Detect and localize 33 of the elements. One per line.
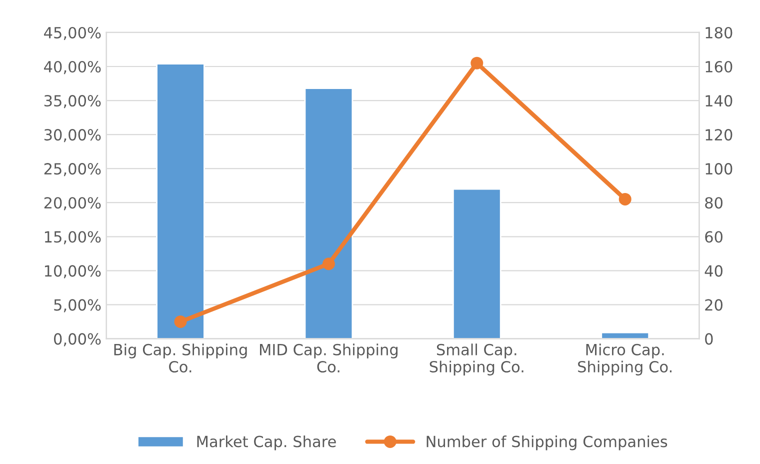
y-tick-label: 45,00% <box>44 26 101 40</box>
y2-tick-label: 80 <box>705 197 722 209</box>
y2-tick-label: 20 <box>705 299 722 311</box>
legend-label: Market Cap. Share <box>197 435 336 450</box>
y-tick-label: 10,00% <box>44 265 101 278</box>
y2-tick-label: 140 <box>706 95 732 107</box>
x-tick-label: MID Cap. Shipping Co. <box>260 344 398 373</box>
y2-tick-label: 60 <box>705 231 722 243</box>
x-tick-label: Micro Cap. Shipping Co. <box>578 344 672 376</box>
y-tick-label: 35,00% <box>44 95 101 108</box>
bar <box>452 188 502 339</box>
y-tick-label: 40,00% <box>44 60 101 74</box>
point <box>470 56 484 70</box>
y2-tick-label: 40 <box>704 265 722 277</box>
legend-label: Number of Shipping Companies <box>426 435 668 450</box>
y2-tick-label: 0 <box>705 333 713 345</box>
point <box>618 192 632 206</box>
bar <box>156 63 205 339</box>
y-tick-label: 15,00% <box>44 231 101 244</box>
y2-tick-label: 100 <box>706 163 732 175</box>
y-tick-label: 0,00% <box>54 333 101 346</box>
y2-tick-label: 180 <box>706 26 732 38</box>
y2-tick-label: 120 <box>706 129 732 141</box>
point <box>322 258 335 270</box>
x-tick-label: Big Cap. Shipping Co. <box>114 344 247 373</box>
y-tick-label: 25,00% <box>44 163 101 176</box>
y-tick-label: 5,00% <box>54 299 101 312</box>
x-tick-label: Small Cap. Shipping Co. <box>430 344 524 376</box>
y-tick-label: 30,00% <box>44 129 101 142</box>
y2-tick-label: 160 <box>706 60 732 73</box>
bar <box>304 88 354 339</box>
point <box>174 315 187 328</box>
y-tick-label: 20,00% <box>44 197 101 210</box>
